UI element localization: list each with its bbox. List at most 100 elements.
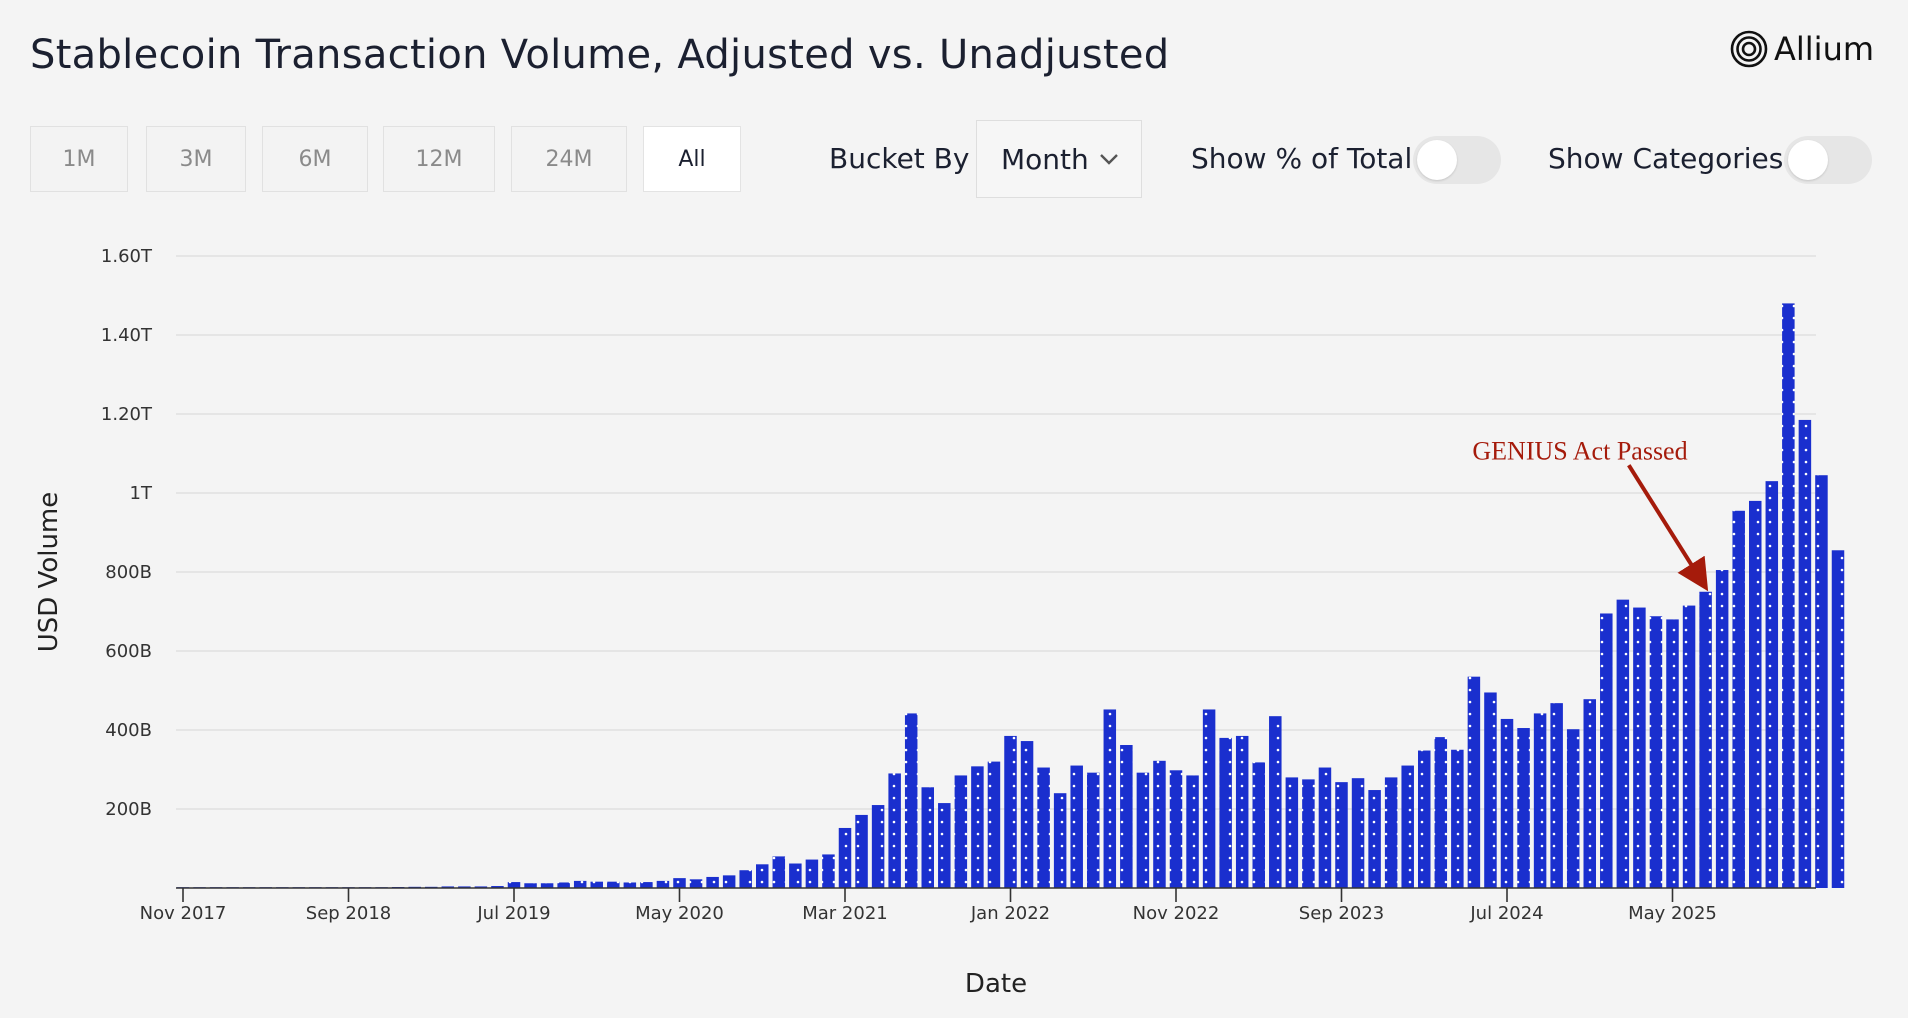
bar	[1269, 716, 1282, 888]
bar	[507, 882, 521, 888]
bar	[1004, 735, 1017, 888]
bar	[1583, 699, 1596, 888]
bar	[1600, 613, 1613, 888]
bar	[1798, 419, 1812, 888]
allium-logo-icon	[1730, 30, 1768, 68]
y-tick-label: 800B	[105, 562, 152, 583]
show-pct-toggle[interactable]	[1413, 136, 1501, 184]
bar	[540, 883, 554, 888]
bar	[1566, 729, 1580, 888]
y-tick-label: 1.20T	[101, 404, 153, 425]
toggle-knob	[1788, 140, 1828, 180]
bar	[1484, 692, 1497, 888]
bar	[1252, 762, 1265, 888]
bar	[1335, 782, 1348, 888]
bar	[689, 879, 703, 888]
bar	[1500, 718, 1514, 888]
bucket-by-label: Bucket By	[829, 142, 970, 175]
y-tick-label: 1T	[130, 483, 153, 504]
show-categories-label: Show Categories	[1548, 142, 1784, 175]
bar	[987, 761, 1001, 888]
bar	[640, 882, 653, 888]
bar	[656, 880, 670, 888]
bar	[1682, 605, 1696, 888]
bar	[888, 773, 901, 888]
bar	[1318, 767, 1332, 888]
bar	[871, 805, 885, 888]
x-tick-label: May 2025	[1628, 903, 1717, 924]
bar	[673, 878, 686, 888]
bar	[1616, 599, 1630, 888]
bar	[822, 854, 835, 888]
bar	[756, 864, 769, 888]
bar	[1020, 741, 1034, 888]
range-1m-button[interactable]: 1M	[30, 126, 128, 192]
y-axis-title: USD Volume	[34, 492, 64, 653]
x-tick-label: Mar 2021	[802, 903, 888, 924]
show-categories-toggle[interactable]	[1784, 136, 1872, 184]
y-tick-label: 1.40T	[101, 325, 153, 346]
bar	[1136, 772, 1150, 888]
bar	[1202, 709, 1216, 888]
bucket-by-value: Month	[1001, 142, 1089, 176]
bar	[1831, 550, 1845, 888]
bar	[954, 775, 968, 888]
brand-name: Allium	[1774, 30, 1875, 68]
range-6m-button[interactable]: 6M	[262, 126, 368, 192]
x-axis-title: Date	[965, 969, 1027, 999]
page-title: Stablecoin Transaction Volume, Adjusted …	[30, 32, 1170, 78]
bar	[1186, 775, 1199, 888]
bucket-by-select[interactable]: Month	[976, 120, 1142, 198]
bar	[1418, 750, 1431, 888]
range-3m-button[interactable]: 3M	[146, 126, 246, 192]
bar	[722, 875, 736, 888]
bar	[1815, 475, 1828, 888]
range-12m-button[interactable]: 12M	[383, 126, 495, 192]
toggle-knob	[1417, 140, 1457, 180]
bar	[1037, 767, 1050, 888]
bar	[1103, 709, 1117, 888]
x-tick-label: Nov 2017	[140, 903, 227, 924]
y-tick-label: 600B	[105, 641, 152, 662]
bar	[1434, 737, 1448, 888]
bar	[1649, 616, 1663, 888]
bar	[1384, 777, 1398, 888]
bar	[1765, 481, 1779, 888]
x-tick-label: Nov 2022	[1133, 903, 1220, 924]
bar	[1699, 591, 1712, 888]
bar	[1782, 303, 1795, 888]
y-tick-label: 1.60T	[101, 246, 153, 267]
bar	[1715, 570, 1729, 888]
bar	[623, 882, 637, 888]
bar	[805, 859, 819, 888]
bar	[1401, 765, 1414, 888]
bar	[1550, 703, 1563, 888]
x-tick-label: Jul 2019	[476, 903, 550, 924]
bar	[607, 881, 620, 888]
range-all-button[interactable]: All	[643, 126, 741, 192]
bar	[1732, 510, 1745, 888]
bar	[904, 713, 918, 888]
x-tick-label: May 2020	[635, 903, 724, 924]
bar	[1749, 500, 1762, 888]
range-24m-button[interactable]: 24M	[511, 126, 627, 192]
bar	[1169, 770, 1183, 888]
bar	[1087, 772, 1100, 888]
bar	[524, 883, 537, 888]
bar	[772, 856, 786, 888]
chevron-down-icon	[1099, 154, 1118, 165]
bar	[938, 803, 951, 888]
bar	[921, 787, 934, 888]
brand-logo: Allium	[1730, 30, 1874, 68]
x-tick-label: Jul 2024	[1469, 903, 1543, 924]
bar	[491, 886, 504, 888]
bar	[971, 766, 984, 888]
bar	[1533, 713, 1547, 888]
bar	[1451, 749, 1464, 888]
bar	[1153, 760, 1166, 888]
bar	[590, 881, 603, 888]
bar	[789, 863, 802, 888]
x-tick-label: Sep 2018	[306, 903, 391, 924]
bar	[1219, 737, 1232, 888]
